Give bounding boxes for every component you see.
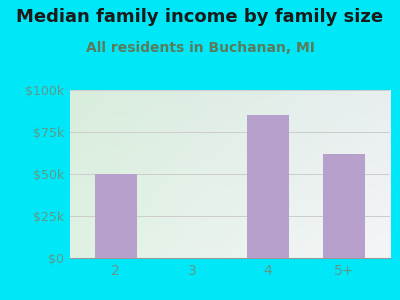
- Bar: [95, 174, 137, 258]
- Bar: [247, 115, 289, 258]
- Text: All residents in Buchanan, MI: All residents in Buchanan, MI: [86, 40, 314, 55]
- Text: Median family income by family size: Median family income by family size: [16, 8, 384, 26]
- Bar: [323, 154, 365, 258]
